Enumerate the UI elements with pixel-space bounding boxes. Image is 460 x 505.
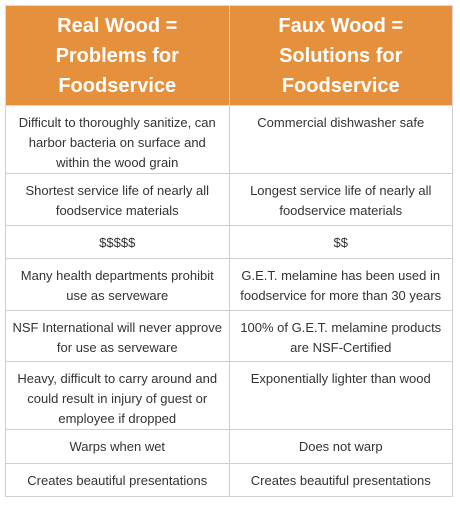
table-row: Difficult to thoroughly sanitize, can ha… [5,105,453,174]
faux-wood-cell: Creates beautiful presentations [228,463,453,497]
faux-wood-cell: Does not warp [228,429,453,464]
real-wood-cell: Heavy, difficult to carry around and cou… [5,361,230,430]
real-wood-cell: Many health departments prohibit use as … [5,258,230,311]
faux-wood-cell: $$ [228,225,453,259]
header-real-wood: Real Wood = Problems for Foodservice [5,5,230,106]
table-row: Warps when wet Does not warp [5,429,453,464]
table-row: NSF International will never approve for… [5,310,453,362]
faux-wood-cell: Commercial dishwasher safe [228,105,453,174]
real-wood-cell: $$$$$ [5,225,230,259]
real-wood-cell: NSF International will never approve for… [5,310,230,362]
table-row: Heavy, difficult to carry around and cou… [5,361,453,430]
table-row: Many health departments prohibit use as … [5,258,453,311]
faux-wood-cell: Exponentially lighter than wood [228,361,453,430]
faux-wood-cell: G.E.T. melamine has been used in foodser… [228,258,453,311]
header-faux-wood: Faux Wood = Solutions for Foodservice [228,5,453,106]
table-row: Creates beautiful presentations Creates … [5,463,453,497]
real-wood-cell: Difficult to thoroughly sanitize, can ha… [5,105,230,174]
faux-wood-cell: 100% of G.E.T. melamine products are NSF… [228,310,453,362]
comparison-table: Real Wood = Problems for Foodservice Fau… [5,5,453,497]
table-row: Shortest service life of nearly all food… [5,173,453,226]
real-wood-cell: Creates beautiful presentations [5,463,230,497]
header-row: Real Wood = Problems for Foodservice Fau… [5,5,453,106]
comparison-table-container: Real Wood = Problems for Foodservice Fau… [5,5,453,497]
table-row: $$$$$ $$ [5,225,453,259]
real-wood-cell: Warps when wet [5,429,230,464]
real-wood-cell: Shortest service life of nearly all food… [5,173,230,226]
faux-wood-cell: Longest service life of nearly all foods… [228,173,453,226]
